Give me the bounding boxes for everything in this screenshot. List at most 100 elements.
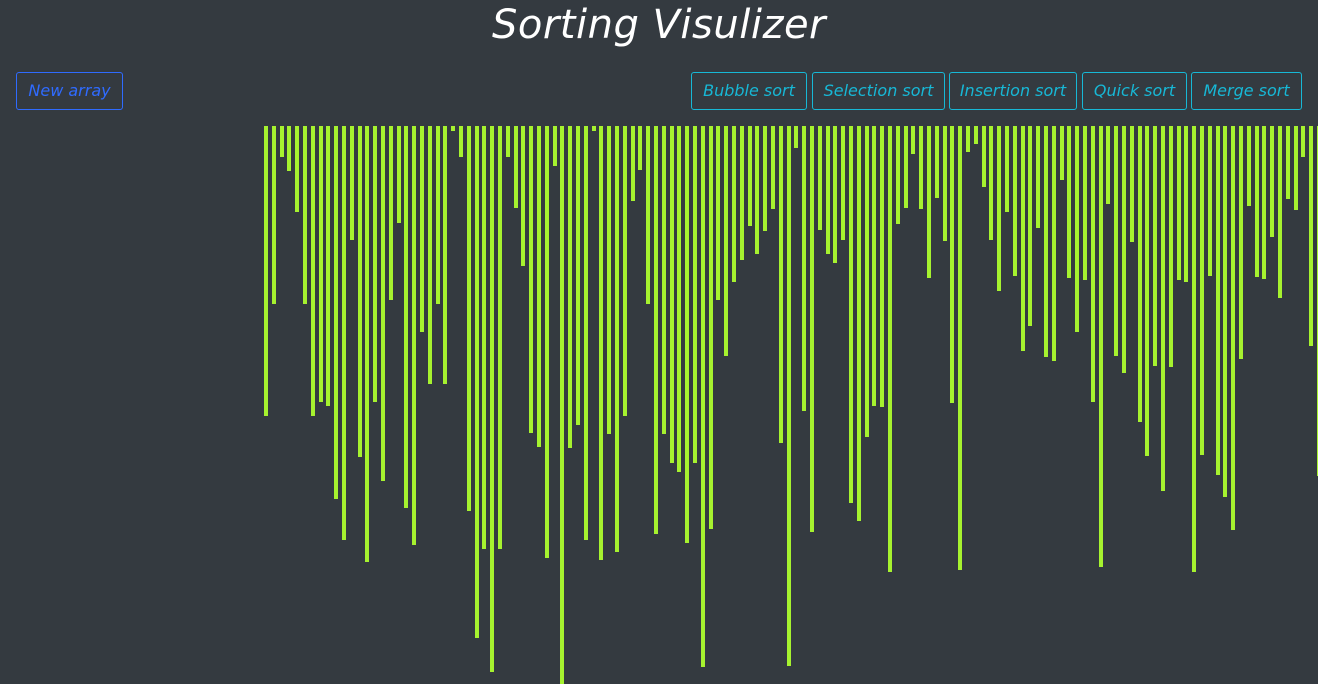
- array-bar: [942, 126, 947, 241]
- array-bar: [490, 126, 495, 672]
- array-bar: [646, 126, 651, 304]
- array-bar: [997, 126, 1002, 291]
- quick-sort-button[interactable]: Quick sort: [1082, 72, 1187, 110]
- array-bar: [1129, 126, 1134, 242]
- array-bar: [895, 126, 900, 224]
- bubble-sort-button[interactable]: Bubble sort: [691, 72, 807, 110]
- array-bar: [810, 126, 814, 532]
- array-bar: [1270, 126, 1275, 237]
- array-bar: [576, 126, 580, 425]
- array-bar: [1239, 126, 1243, 359]
- array-bar: [1137, 126, 1142, 422]
- array-bar: [474, 126, 479, 638]
- array-bar: [427, 126, 432, 384]
- array-bar: [303, 126, 307, 304]
- array-bar: [404, 126, 409, 508]
- array-bar: [1301, 126, 1306, 157]
- array-bar: [763, 126, 768, 231]
- array-bar: [661, 126, 666, 434]
- array-bar: [334, 126, 339, 499]
- array-bar: [552, 126, 557, 166]
- array-bar: [1285, 126, 1290, 199]
- array-bar: [677, 126, 682, 472]
- array-bar: [1114, 126, 1119, 356]
- array-bar: [739, 126, 744, 260]
- array-bar: [817, 126, 822, 230]
- array-bar: [568, 126, 573, 448]
- array-bar: [1067, 126, 1072, 278]
- array-bar: [864, 126, 869, 437]
- array-bar: [1176, 126, 1181, 280]
- array-bar: [1075, 126, 1080, 332]
- array-bar: [1262, 126, 1267, 279]
- array-bar: [950, 126, 955, 403]
- insertion-sort-button[interactable]: Insertion sort: [949, 72, 1077, 110]
- array-bar: [958, 126, 963, 570]
- array-bar: [537, 126, 541, 447]
- array-bar: [724, 126, 729, 356]
- array-bar: [1207, 126, 1212, 276]
- array-bar: [560, 126, 565, 684]
- array-bar: [544, 126, 549, 558]
- array-bar: [669, 126, 674, 463]
- array-bar: [708, 126, 713, 529]
- array-bar: [287, 126, 292, 171]
- array-bar: [833, 126, 838, 263]
- array-bar: [459, 126, 463, 157]
- array-bar: [1012, 126, 1017, 276]
- selection-sort-button[interactable]: Selection sort: [812, 72, 945, 110]
- array-bar: [716, 126, 721, 300]
- array-bar: [654, 126, 658, 534]
- array-bar: [700, 126, 705, 667]
- array-bar: [271, 126, 276, 304]
- array-bar: [310, 126, 315, 416]
- array-bar: [529, 126, 534, 433]
- array-bar: [443, 126, 448, 384]
- array-bar: [778, 126, 783, 443]
- array-bar: [357, 126, 362, 457]
- array-bar: [755, 126, 760, 254]
- array-bar: [466, 126, 471, 511]
- array-bar: [1059, 126, 1064, 180]
- array-bar: [326, 126, 331, 406]
- array-bar: [318, 126, 323, 402]
- array-bar: [825, 126, 830, 254]
- array-bar: [1020, 126, 1025, 351]
- array-bar: [615, 126, 619, 552]
- array-bar: [802, 126, 807, 411]
- array-bar: [1051, 126, 1056, 361]
- array-bar: [981, 126, 986, 187]
- array-bar: [498, 126, 502, 549]
- array-bar: [1090, 126, 1095, 402]
- array-bar: [841, 126, 846, 240]
- array-bar: [513, 126, 518, 208]
- array-bar: [1106, 126, 1111, 204]
- array-bar: [264, 126, 268, 416]
- merge-sort-button[interactable]: Merge sort: [1191, 72, 1302, 110]
- array-bar: [638, 126, 643, 170]
- array-bar: [849, 126, 853, 503]
- array-bar: [693, 126, 697, 463]
- array-bar: [583, 126, 588, 540]
- array-bar: [934, 126, 939, 198]
- array-bar: [771, 126, 775, 209]
- array-bar: [1145, 126, 1150, 456]
- array-bar: [1028, 126, 1033, 326]
- new-array-button[interactable]: New array: [16, 72, 123, 110]
- array-bar: [973, 126, 978, 144]
- array-bar: [856, 126, 861, 521]
- array-bar: [1044, 126, 1048, 357]
- array-bar: [747, 126, 752, 226]
- array-bar: [927, 126, 931, 278]
- array-bar: [1223, 126, 1228, 497]
- array-bar: [396, 126, 401, 223]
- array-bar: [420, 126, 424, 332]
- array-bar: [388, 126, 393, 300]
- array-bar: [794, 126, 799, 148]
- array-bar: [342, 126, 346, 540]
- array-bar: [630, 126, 635, 201]
- array-bar: [1278, 126, 1282, 298]
- array-bar: [451, 126, 456, 131]
- array-bar: [1293, 126, 1298, 210]
- array-bar: [966, 126, 970, 152]
